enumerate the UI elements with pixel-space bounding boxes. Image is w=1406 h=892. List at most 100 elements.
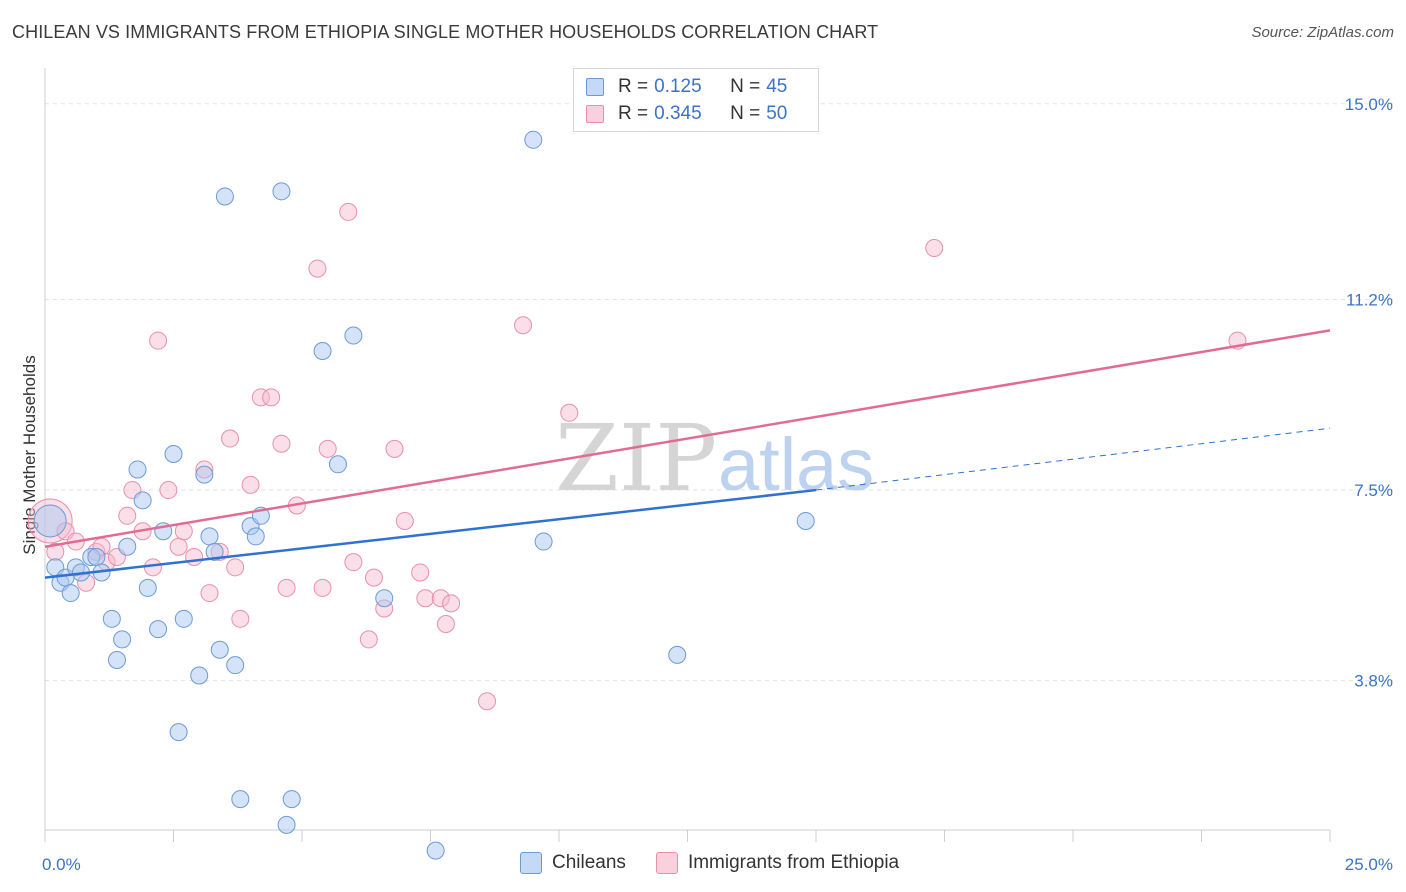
chart-source: Source: ZipAtlas.com xyxy=(1251,24,1394,41)
data-point-chileans xyxy=(128,460,147,479)
data-point-ethiopia xyxy=(169,537,188,556)
data-point-chileans xyxy=(190,666,209,685)
legend-item-ethiopia: Immigrants from Ethiopia xyxy=(655,852,900,874)
data-point-ethiopia xyxy=(277,578,296,597)
data-point-chileans xyxy=(328,455,347,474)
data-point-chileans xyxy=(107,651,126,670)
data-point-ethiopia xyxy=(560,403,579,422)
data-point-chileans xyxy=(246,527,265,546)
data-point-ethiopia xyxy=(442,594,461,613)
data-point-chileans xyxy=(133,491,152,510)
data-point-chileans xyxy=(195,465,214,484)
data-point-ethiopia xyxy=(344,553,363,572)
x-tick-label: 25.0% xyxy=(1345,855,1393,874)
trend-line-ethiopia xyxy=(44,329,1331,548)
legend-n-value: 50 xyxy=(766,103,788,124)
data-point-chileans xyxy=(87,548,106,567)
data-point-ethiopia xyxy=(313,578,332,597)
data-point-ethiopia xyxy=(478,692,497,711)
legend-r-label: R = xyxy=(618,76,649,97)
data-point-chileans xyxy=(375,589,394,608)
data-point-chileans xyxy=(210,640,229,659)
axes xyxy=(44,68,1331,842)
data-point-ethiopia xyxy=(416,589,435,608)
legend-n-label: N = xyxy=(730,76,761,97)
data-point-ethiopia xyxy=(308,259,327,278)
legend-row-ethiopia: R = 0.345 N = 50 xyxy=(586,102,787,126)
data-point-ethiopia xyxy=(149,331,168,350)
data-point-chileans xyxy=(174,609,193,628)
legend-swatch-pink xyxy=(586,105,604,123)
data-point-chileans xyxy=(205,542,224,561)
data-point-chileans xyxy=(113,630,132,649)
data-point-chileans xyxy=(272,182,291,201)
data-point-chileans xyxy=(282,790,301,809)
data-point-chileans xyxy=(164,445,183,463)
data-point-chileans xyxy=(200,527,219,546)
legend-swatch-blue xyxy=(586,78,604,96)
legend-item-chileans: Chileans xyxy=(520,852,626,874)
data-point-chileans xyxy=(344,326,363,345)
watermark: ZIP atlas xyxy=(555,405,874,512)
trend-lines xyxy=(44,329,1331,579)
data-point-chileans xyxy=(313,341,332,360)
data-point-ethiopia xyxy=(359,630,378,649)
data-point-ethiopia xyxy=(200,584,219,603)
data-point-ethiopia xyxy=(231,609,250,628)
data-point-ethiopia xyxy=(251,388,270,407)
data-point-chileans xyxy=(33,504,67,538)
tick-labels: 3.8% 7.5% 11.2% 15.0% 0.0% 25.0% xyxy=(42,95,1393,874)
correlation-legend: R = 0.125 N = 45 R = 0.345 N = 50 xyxy=(573,68,819,132)
data-point-ethiopia xyxy=(272,434,291,453)
data-point-chileans xyxy=(215,187,234,206)
data-point-chileans xyxy=(668,645,687,664)
y-tick-label: 7.5% xyxy=(1354,481,1393,500)
data-point-chileans xyxy=(118,537,137,556)
legend-label-ethiopia: Immigrants from Ethiopia xyxy=(687,852,900,873)
data-point-ethiopia xyxy=(431,589,450,608)
data-point-ethiopia xyxy=(226,558,245,577)
y-tick-label: 3.8% xyxy=(1354,672,1393,691)
data-point-ethiopia xyxy=(411,563,430,582)
data-point-chileans xyxy=(226,656,245,675)
legend-r-value: 0.125 xyxy=(654,76,702,97)
data-point-chileans xyxy=(231,790,250,809)
data-point-chileans xyxy=(61,584,80,603)
data-point-chileans xyxy=(277,815,296,834)
data-point-ethiopia xyxy=(364,568,383,587)
data-point-chileans xyxy=(534,532,553,551)
data-point-chileans xyxy=(149,620,168,639)
legend-n-label: N = xyxy=(730,103,761,124)
data-point-ethiopia xyxy=(925,238,944,257)
data-point-ethiopia xyxy=(385,439,404,458)
data-point-ethiopia xyxy=(395,511,414,530)
legend-swatch-pink xyxy=(655,852,678,874)
data-point-ethiopia xyxy=(185,548,204,567)
watermark-zip: ZIP xyxy=(555,405,717,512)
grid-lines xyxy=(45,103,1393,682)
y-tick-label: 15.0% xyxy=(1345,95,1393,114)
data-point-ethiopia xyxy=(262,388,281,407)
legend-row-chileans: R = 0.125 N = 45 xyxy=(586,75,787,99)
chart-title: CHILEAN VS IMMIGRANTS FROM ETHIOPIA SING… xyxy=(12,22,879,42)
data-point-ethiopia xyxy=(318,439,337,458)
legend-r-value: 0.345 xyxy=(654,103,702,124)
data-point-chileans xyxy=(169,723,188,742)
data-point-ethiopia xyxy=(241,475,260,494)
trend-line-chileans xyxy=(44,488,817,579)
data-point-chileans xyxy=(102,609,121,628)
legend-n-value: 45 xyxy=(766,76,788,97)
series-chileans xyxy=(33,130,815,860)
data-point-ethiopia xyxy=(118,506,137,525)
legend-label-chileans: Chileans xyxy=(552,852,626,873)
x-tick-label: 0.0% xyxy=(42,855,81,874)
data-point-ethiopia xyxy=(514,316,533,335)
data-point-ethiopia xyxy=(159,481,178,500)
data-point-chileans xyxy=(796,511,815,530)
data-point-ethiopia xyxy=(436,614,455,633)
data-point-chileans xyxy=(524,130,543,149)
y-axis-label: Single Mother Households xyxy=(20,355,39,554)
series-legend: Chileans Immigrants from Ethiopia xyxy=(520,852,929,874)
data-point-ethiopia xyxy=(221,429,240,448)
